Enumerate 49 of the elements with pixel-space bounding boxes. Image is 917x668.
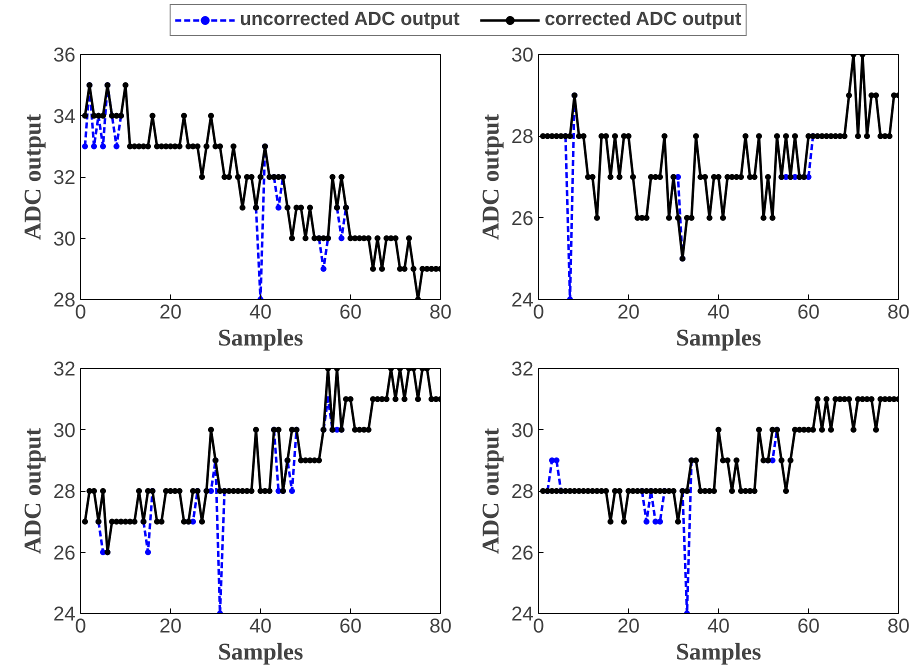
y-tick-label: 28 bbox=[53, 481, 76, 503]
x-tick-label: 0 bbox=[532, 616, 544, 638]
y-tick-label: 24 bbox=[511, 290, 534, 312]
x-axis-title: Samples bbox=[218, 326, 304, 352]
y-tick-label: 30 bbox=[53, 420, 76, 442]
y-tick-label: 30 bbox=[53, 228, 76, 250]
x-tick-label: 60 bbox=[797, 616, 820, 638]
y-axis-title: ADC output bbox=[20, 114, 46, 240]
y-tick-label: 32 bbox=[511, 358, 534, 380]
x-tick-label: 20 bbox=[617, 616, 640, 638]
y-tick-label: 24 bbox=[511, 604, 534, 626]
y-tick-label: 32 bbox=[53, 358, 76, 380]
x-tick-label: 40 bbox=[707, 302, 730, 324]
y-tick-label: 34 bbox=[53, 106, 76, 128]
y-tick-label: 28 bbox=[511, 126, 534, 148]
x-tick-label: 60 bbox=[339, 302, 362, 324]
legend-label: corrected ADC output bbox=[544, 9, 742, 31]
y-tick-label: 36 bbox=[53, 44, 76, 66]
legend-label: uncorrected ADC output bbox=[240, 9, 460, 31]
x-axis-title: Samples bbox=[676, 640, 762, 666]
y-tick-label: 30 bbox=[511, 44, 534, 66]
x-tick-label: 20 bbox=[159, 616, 182, 638]
y-tick-label: 30 bbox=[511, 420, 534, 442]
x-tick-label: 20 bbox=[159, 302, 182, 324]
x-tick-label: 0 bbox=[532, 302, 544, 324]
y-tick-label: 32 bbox=[53, 167, 76, 189]
y-tick-label: 26 bbox=[511, 208, 534, 230]
x-tick-label: 60 bbox=[339, 616, 362, 638]
x-tick-label: 80 bbox=[887, 616, 910, 638]
x-tick-label: 0 bbox=[74, 616, 86, 638]
x-axis-title: Samples bbox=[676, 326, 762, 352]
y-tick-label: 26 bbox=[511, 542, 534, 564]
x-tick-label: 80 bbox=[429, 616, 452, 638]
y-tick-label: 28 bbox=[511, 481, 534, 503]
x-tick-label: 40 bbox=[249, 616, 272, 638]
x-tick-label: 40 bbox=[707, 616, 730, 638]
x-tick-label: 80 bbox=[429, 302, 452, 324]
y-tick-label: 26 bbox=[53, 542, 76, 564]
x-tick-label: 60 bbox=[797, 302, 820, 324]
x-tick-label: 0 bbox=[74, 302, 86, 324]
y-axis-title: ADC output bbox=[478, 114, 504, 240]
x-tick-label: 80 bbox=[887, 302, 910, 324]
x-tick-label: 40 bbox=[249, 302, 272, 324]
x-axis-title: Samples bbox=[218, 640, 304, 666]
y-axis-title: ADC output bbox=[478, 428, 504, 554]
y-tick-label: 24 bbox=[53, 604, 76, 626]
y-tick-label: 28 bbox=[53, 290, 76, 312]
x-tick-label: 20 bbox=[617, 302, 640, 324]
y-axis-title: ADC output bbox=[20, 428, 46, 554]
